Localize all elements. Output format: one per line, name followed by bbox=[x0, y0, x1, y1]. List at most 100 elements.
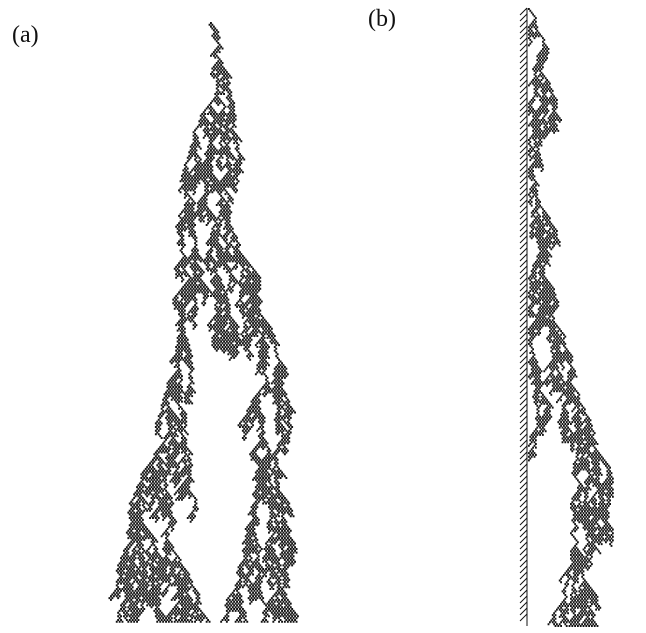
hatch bbox=[519, 541, 528, 550]
hatch bbox=[519, 295, 528, 304]
hatch bbox=[519, 385, 528, 394]
hatch bbox=[519, 469, 528, 478]
hatch bbox=[519, 91, 528, 100]
hatch bbox=[519, 607, 528, 616]
hatch bbox=[519, 169, 528, 178]
hatch bbox=[519, 265, 528, 274]
hatch bbox=[519, 571, 528, 580]
hatch bbox=[519, 127, 528, 136]
hatch bbox=[519, 211, 528, 220]
hatch bbox=[519, 109, 528, 118]
hatch bbox=[519, 463, 528, 472]
hatch bbox=[519, 7, 528, 16]
hatch bbox=[519, 553, 528, 562]
hatch bbox=[519, 361, 528, 370]
hatch bbox=[519, 325, 528, 334]
hatch bbox=[519, 283, 528, 292]
hatch bbox=[519, 139, 528, 148]
panel-label: (a) bbox=[12, 22, 39, 48]
hatch bbox=[519, 547, 528, 556]
hatch bbox=[519, 415, 528, 424]
hatch bbox=[519, 439, 528, 448]
hatch bbox=[519, 373, 528, 382]
hatch bbox=[519, 445, 528, 454]
hatch bbox=[519, 577, 528, 586]
hatch bbox=[519, 451, 528, 460]
hatch bbox=[519, 253, 528, 262]
hatch bbox=[519, 13, 528, 22]
hatch bbox=[519, 499, 528, 508]
hatch bbox=[519, 409, 528, 418]
hatch bbox=[519, 349, 528, 358]
hatch bbox=[519, 307, 528, 316]
hatch bbox=[519, 49, 528, 58]
hatch bbox=[519, 565, 528, 574]
hatch bbox=[519, 67, 528, 76]
hatch bbox=[519, 331, 528, 340]
hatch bbox=[519, 229, 528, 238]
hatch bbox=[519, 391, 528, 400]
hatch bbox=[519, 73, 528, 82]
hatch bbox=[519, 403, 528, 412]
hatch bbox=[519, 205, 528, 214]
panel-label: (b) bbox=[368, 6, 396, 32]
hatch bbox=[519, 223, 528, 232]
hatch bbox=[519, 289, 528, 298]
hatch bbox=[519, 487, 528, 496]
hatch bbox=[519, 37, 528, 46]
cluster-a bbox=[108, 22, 299, 623]
hatch bbox=[519, 517, 528, 526]
hatch bbox=[519, 427, 528, 436]
hatch bbox=[519, 121, 528, 130]
hatch bbox=[519, 175, 528, 184]
hatch bbox=[519, 529, 528, 538]
hatch bbox=[519, 601, 528, 610]
hatch bbox=[519, 31, 528, 40]
hatch bbox=[519, 475, 528, 484]
hatch bbox=[519, 421, 528, 430]
hatch bbox=[519, 43, 528, 52]
hatch bbox=[519, 199, 528, 208]
hatch bbox=[519, 79, 528, 88]
hatch bbox=[519, 355, 528, 364]
hatch bbox=[519, 583, 528, 592]
hatch bbox=[519, 187, 528, 196]
hatch bbox=[519, 367, 528, 376]
hatch bbox=[519, 103, 528, 112]
hatch bbox=[519, 193, 528, 202]
hatch bbox=[519, 97, 528, 106]
hatch bbox=[519, 433, 528, 442]
hatch bbox=[519, 271, 528, 280]
hatch bbox=[519, 55, 528, 64]
hatch bbox=[519, 301, 528, 310]
hatch bbox=[519, 481, 528, 490]
hatch bbox=[519, 163, 528, 172]
hatch bbox=[519, 397, 528, 406]
hatch bbox=[519, 259, 528, 268]
hatch bbox=[519, 85, 528, 94]
hatch bbox=[519, 247, 528, 256]
hatch bbox=[519, 559, 528, 568]
hatch bbox=[519, 343, 528, 352]
hatch bbox=[519, 313, 528, 322]
hatch bbox=[519, 595, 528, 604]
hatch bbox=[519, 613, 528, 622]
hatch bbox=[519, 25, 528, 34]
hatch bbox=[519, 241, 528, 250]
hatch bbox=[519, 115, 528, 124]
hatch bbox=[519, 151, 528, 160]
hatch bbox=[519, 181, 528, 190]
hatch bbox=[519, 145, 528, 154]
hatch bbox=[519, 511, 528, 520]
hatch bbox=[519, 319, 528, 328]
hatch bbox=[519, 589, 528, 598]
hatch bbox=[519, 277, 528, 286]
hatch bbox=[519, 523, 528, 532]
hatch bbox=[519, 493, 528, 502]
hatch bbox=[519, 535, 528, 544]
hatch bbox=[519, 457, 528, 466]
hatch bbox=[519, 133, 528, 142]
hatch bbox=[519, 157, 528, 166]
hatch bbox=[519, 61, 528, 70]
